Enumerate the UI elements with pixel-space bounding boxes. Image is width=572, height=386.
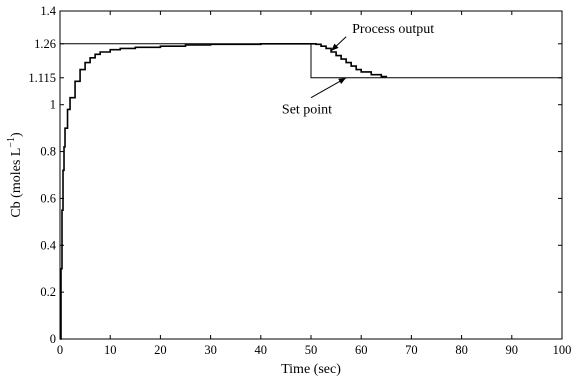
y-axis-title-main: Cb (moles L — [9, 148, 24, 218]
x-tick-label: 50 — [305, 343, 318, 357]
set-point-line — [60, 43, 562, 79]
y-tick-label: 0.4 — [40, 238, 56, 252]
y-tick-label: 0.2 — [40, 285, 56, 299]
x-tick-label: 0 — [57, 343, 63, 357]
ticks-layer: 0 10 20 30 40 50 60 70 80 90 100 0 0.2 0.4 0.6 0.8 1 1.11… — [28, 4, 571, 357]
series-layer — [60, 43, 562, 340]
y-tick-label: 1.4 — [40, 4, 56, 18]
process-output-label: Process output — [352, 22, 434, 37]
y-tick-label: 0.8 — [40, 145, 56, 159]
y-tick-label: 1.115 — [28, 71, 56, 85]
x-tick-label: 10 — [104, 343, 117, 357]
x-tick-label: 80 — [455, 343, 468, 357]
y-tick-label: 0 — [50, 332, 56, 346]
set-point-arrowhead — [338, 77, 347, 85]
y-tick-label: 0.6 — [40, 191, 56, 205]
process-output-arrowhead — [331, 43, 339, 51]
x-tick-label: 70 — [405, 343, 418, 357]
y-axis-title: Cb (moles L−1) — [6, 132, 24, 218]
set-point-label: Set point — [282, 103, 332, 118]
process-output-line — [60, 43, 388, 340]
x-tick-label: 40 — [255, 343, 268, 357]
y-axis-title-superscript: −1 — [6, 137, 17, 148]
x-tick-label: 60 — [355, 343, 368, 357]
x-axis-title: Time (sec) — [281, 362, 341, 377]
y-tick-label: 1.26 — [34, 37, 56, 51]
annotation-layer: Process output Set point — [282, 22, 434, 118]
x-tick-label: 30 — [204, 343, 217, 357]
x-tick-label: 100 — [553, 343, 572, 357]
x-tick-label: 20 — [154, 343, 167, 357]
y-tick-label: 1 — [50, 98, 56, 112]
y-axis-title-suffix: ) — [9, 132, 24, 137]
x-tick-label: 90 — [506, 343, 519, 357]
